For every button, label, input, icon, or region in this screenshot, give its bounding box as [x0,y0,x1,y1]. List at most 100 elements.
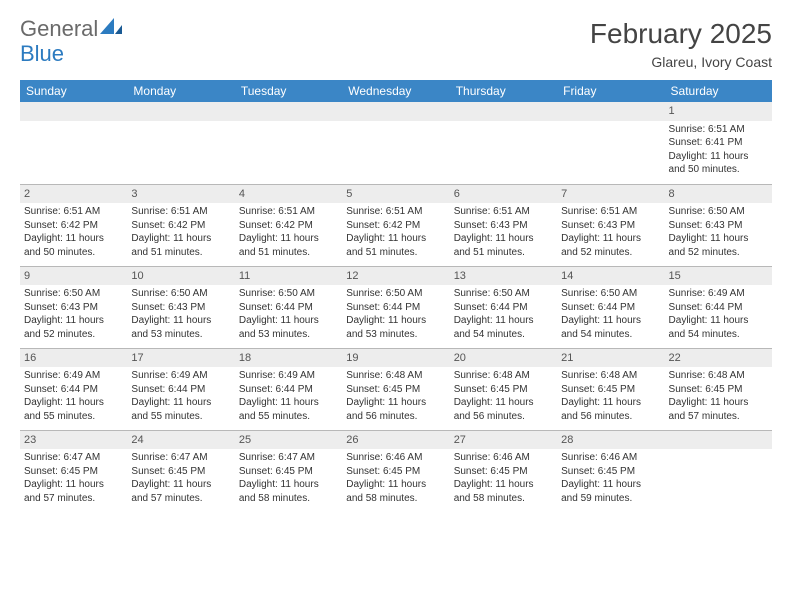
day-number: 27 [450,431,557,450]
daylight-text: Daylight: 11 hours [669,396,768,410]
day-number [557,102,664,121]
day-number: 11 [235,267,342,286]
sunset-text: Sunset: 6:44 PM [346,301,445,315]
sunrise-text: Sunrise: 6:51 AM [561,205,660,219]
calendar-day-cell: 16Sunrise: 6:49 AMSunset: 6:44 PMDayligh… [20,348,127,430]
calendar-week-row: 2 Sunrise: 6:51 AM Sunset: 6:42 PM Daylight… [20,184,772,266]
daylight-text: and 51 minutes. [346,246,445,260]
day-number: 22 [665,349,772,368]
calendar-day-cell: 21Sunrise: 6:48 AMSunset: 6:45 PMDayligh… [557,348,664,430]
sunset-text: Sunset: 6:44 PM [669,301,768,315]
sunrise-text: Sunrise: 6:46 AM [454,451,553,465]
day-number: 7 [557,185,664,204]
sunrise-text: Sunrise: 6:47 AM [131,451,230,465]
calendar-body: 1Sunrise: 6:51 AMSunset: 6:41 PMDaylight… [20,102,772,512]
daylight-text: Daylight: 11 hours [239,396,338,410]
calendar-day-cell [235,102,342,184]
daylight-text: Daylight: 11 hours [454,396,553,410]
sunset-text: Sunset: 6:45 PM [561,465,660,479]
daylight-text: Daylight: 11 hours [131,478,230,492]
calendar-day-cell: 19Sunrise: 6:48 AMSunset: 6:45 PMDayligh… [342,348,449,430]
day-number: 15 [665,267,772,286]
sunrise-text: Sunrise: 6:49 AM [239,369,338,383]
logo: General Blue [20,18,122,67]
sunrise-text: Sunrise: 6:50 AM [346,287,445,301]
calendar-table: SundayMondayTuesdayWednesdayThursdayFrid… [20,80,772,512]
sunset-text: Sunset: 6:44 PM [561,301,660,315]
sunset-text: Sunset: 6:45 PM [669,383,768,397]
calendar-day-cell [342,102,449,184]
daylight-text: Daylight: 11 hours [24,396,123,410]
sunset-text: Sunset: 6:44 PM [24,383,123,397]
day-number: 20 [450,349,557,368]
daylight-text: and 59 minutes. [561,492,660,506]
sunset-text: Sunset: 6:42 PM [131,219,230,233]
sunrise-text: Sunrise: 6:50 AM [561,287,660,301]
sunset-text: Sunset: 6:43 PM [454,219,553,233]
daylight-text: and 55 minutes. [239,410,338,424]
daylight-text: Daylight: 11 hours [561,314,660,328]
sunset-text: Sunset: 6:42 PM [239,219,338,233]
calendar-day-cell: 13Sunrise: 6:50 AMSunset: 6:44 PMDayligh… [450,266,557,348]
daylight-text: Daylight: 11 hours [561,478,660,492]
sunrise-text: Sunrise: 6:48 AM [669,369,768,383]
sunset-text: Sunset: 6:43 PM [669,219,768,233]
calendar-day-cell: 1Sunrise: 6:51 AMSunset: 6:41 PMDaylight… [665,102,772,184]
daylight-text: and 56 minutes. [454,410,553,424]
daylight-text: and 54 minutes. [669,328,768,342]
sunset-text: Sunset: 6:44 PM [131,383,230,397]
sunrise-text: Sunrise: 6:51 AM [669,123,768,137]
day-number: 14 [557,267,664,286]
sunset-text: Sunset: 6:44 PM [454,301,553,315]
sunset-text: Sunset: 6:45 PM [346,383,445,397]
daylight-text: and 58 minutes. [239,492,338,506]
sunrise-text: Sunrise: 6:50 AM [454,287,553,301]
day-number: 28 [557,431,664,450]
sunset-text: Sunset: 6:45 PM [454,465,553,479]
sunset-text: Sunset: 6:45 PM [131,465,230,479]
calendar-day-cell: 15Sunrise: 6:49 AMSunset: 6:44 PMDayligh… [665,266,772,348]
logo-sail-icon [100,18,122,41]
day-header: Friday [557,80,664,102]
sunset-text: Sunset: 6:43 PM [24,301,123,315]
daylight-text: Daylight: 11 hours [346,396,445,410]
day-number: 6 [450,185,557,204]
location-label: Glareu, Ivory Coast [590,54,772,70]
daylight-text: Daylight: 11 hours [454,478,553,492]
day-number: 25 [235,431,342,450]
daylight-text: and 55 minutes. [24,410,123,424]
calendar-day-cell: 18Sunrise: 6:49 AMSunset: 6:44 PMDayligh… [235,348,342,430]
day-number: 2 [20,185,127,204]
daylight-text: Daylight: 11 hours [346,314,445,328]
daylight-text: and 50 minutes. [24,246,123,260]
calendar-day-cell [127,102,234,184]
day-number [450,102,557,121]
daylight-text: Daylight: 11 hours [346,232,445,246]
daylight-text: Daylight: 11 hours [346,478,445,492]
daylight-text: and 51 minutes. [454,246,553,260]
logo-text-blue: Blue [20,41,64,66]
daylight-text: Daylight: 11 hours [131,314,230,328]
day-number: 1 [665,102,772,121]
calendar-day-cell: 23Sunrise: 6:47 AMSunset: 6:45 PMDayligh… [20,430,127,512]
day-number: 5 [342,185,449,204]
calendar-day-cell: 11Sunrise: 6:50 AMSunset: 6:44 PMDayligh… [235,266,342,348]
daylight-text: Daylight: 11 hours [454,232,553,246]
daylight-text: and 54 minutes. [454,328,553,342]
day-number: 24 [127,431,234,450]
sunset-text: Sunset: 6:45 PM [346,465,445,479]
sunset-text: Sunset: 6:45 PM [239,465,338,479]
daylight-text: Daylight: 11 hours [669,150,768,164]
day-number: 10 [127,267,234,286]
sunrise-text: Sunrise: 6:50 AM [239,287,338,301]
daylight-text: and 55 minutes. [131,410,230,424]
day-header: Saturday [665,80,772,102]
daylight-text: and 53 minutes. [131,328,230,342]
day-number: 8 [665,185,772,204]
sunrise-text: Sunrise: 6:47 AM [239,451,338,465]
calendar-day-cell: 6Sunrise: 6:51 AMSunset: 6:43 PMDaylight… [450,184,557,266]
daylight-text: and 51 minutes. [131,246,230,260]
sunset-text: Sunset: 6:43 PM [561,219,660,233]
daylight-text: Daylight: 11 hours [131,396,230,410]
daylight-text: and 51 minutes. [239,246,338,260]
